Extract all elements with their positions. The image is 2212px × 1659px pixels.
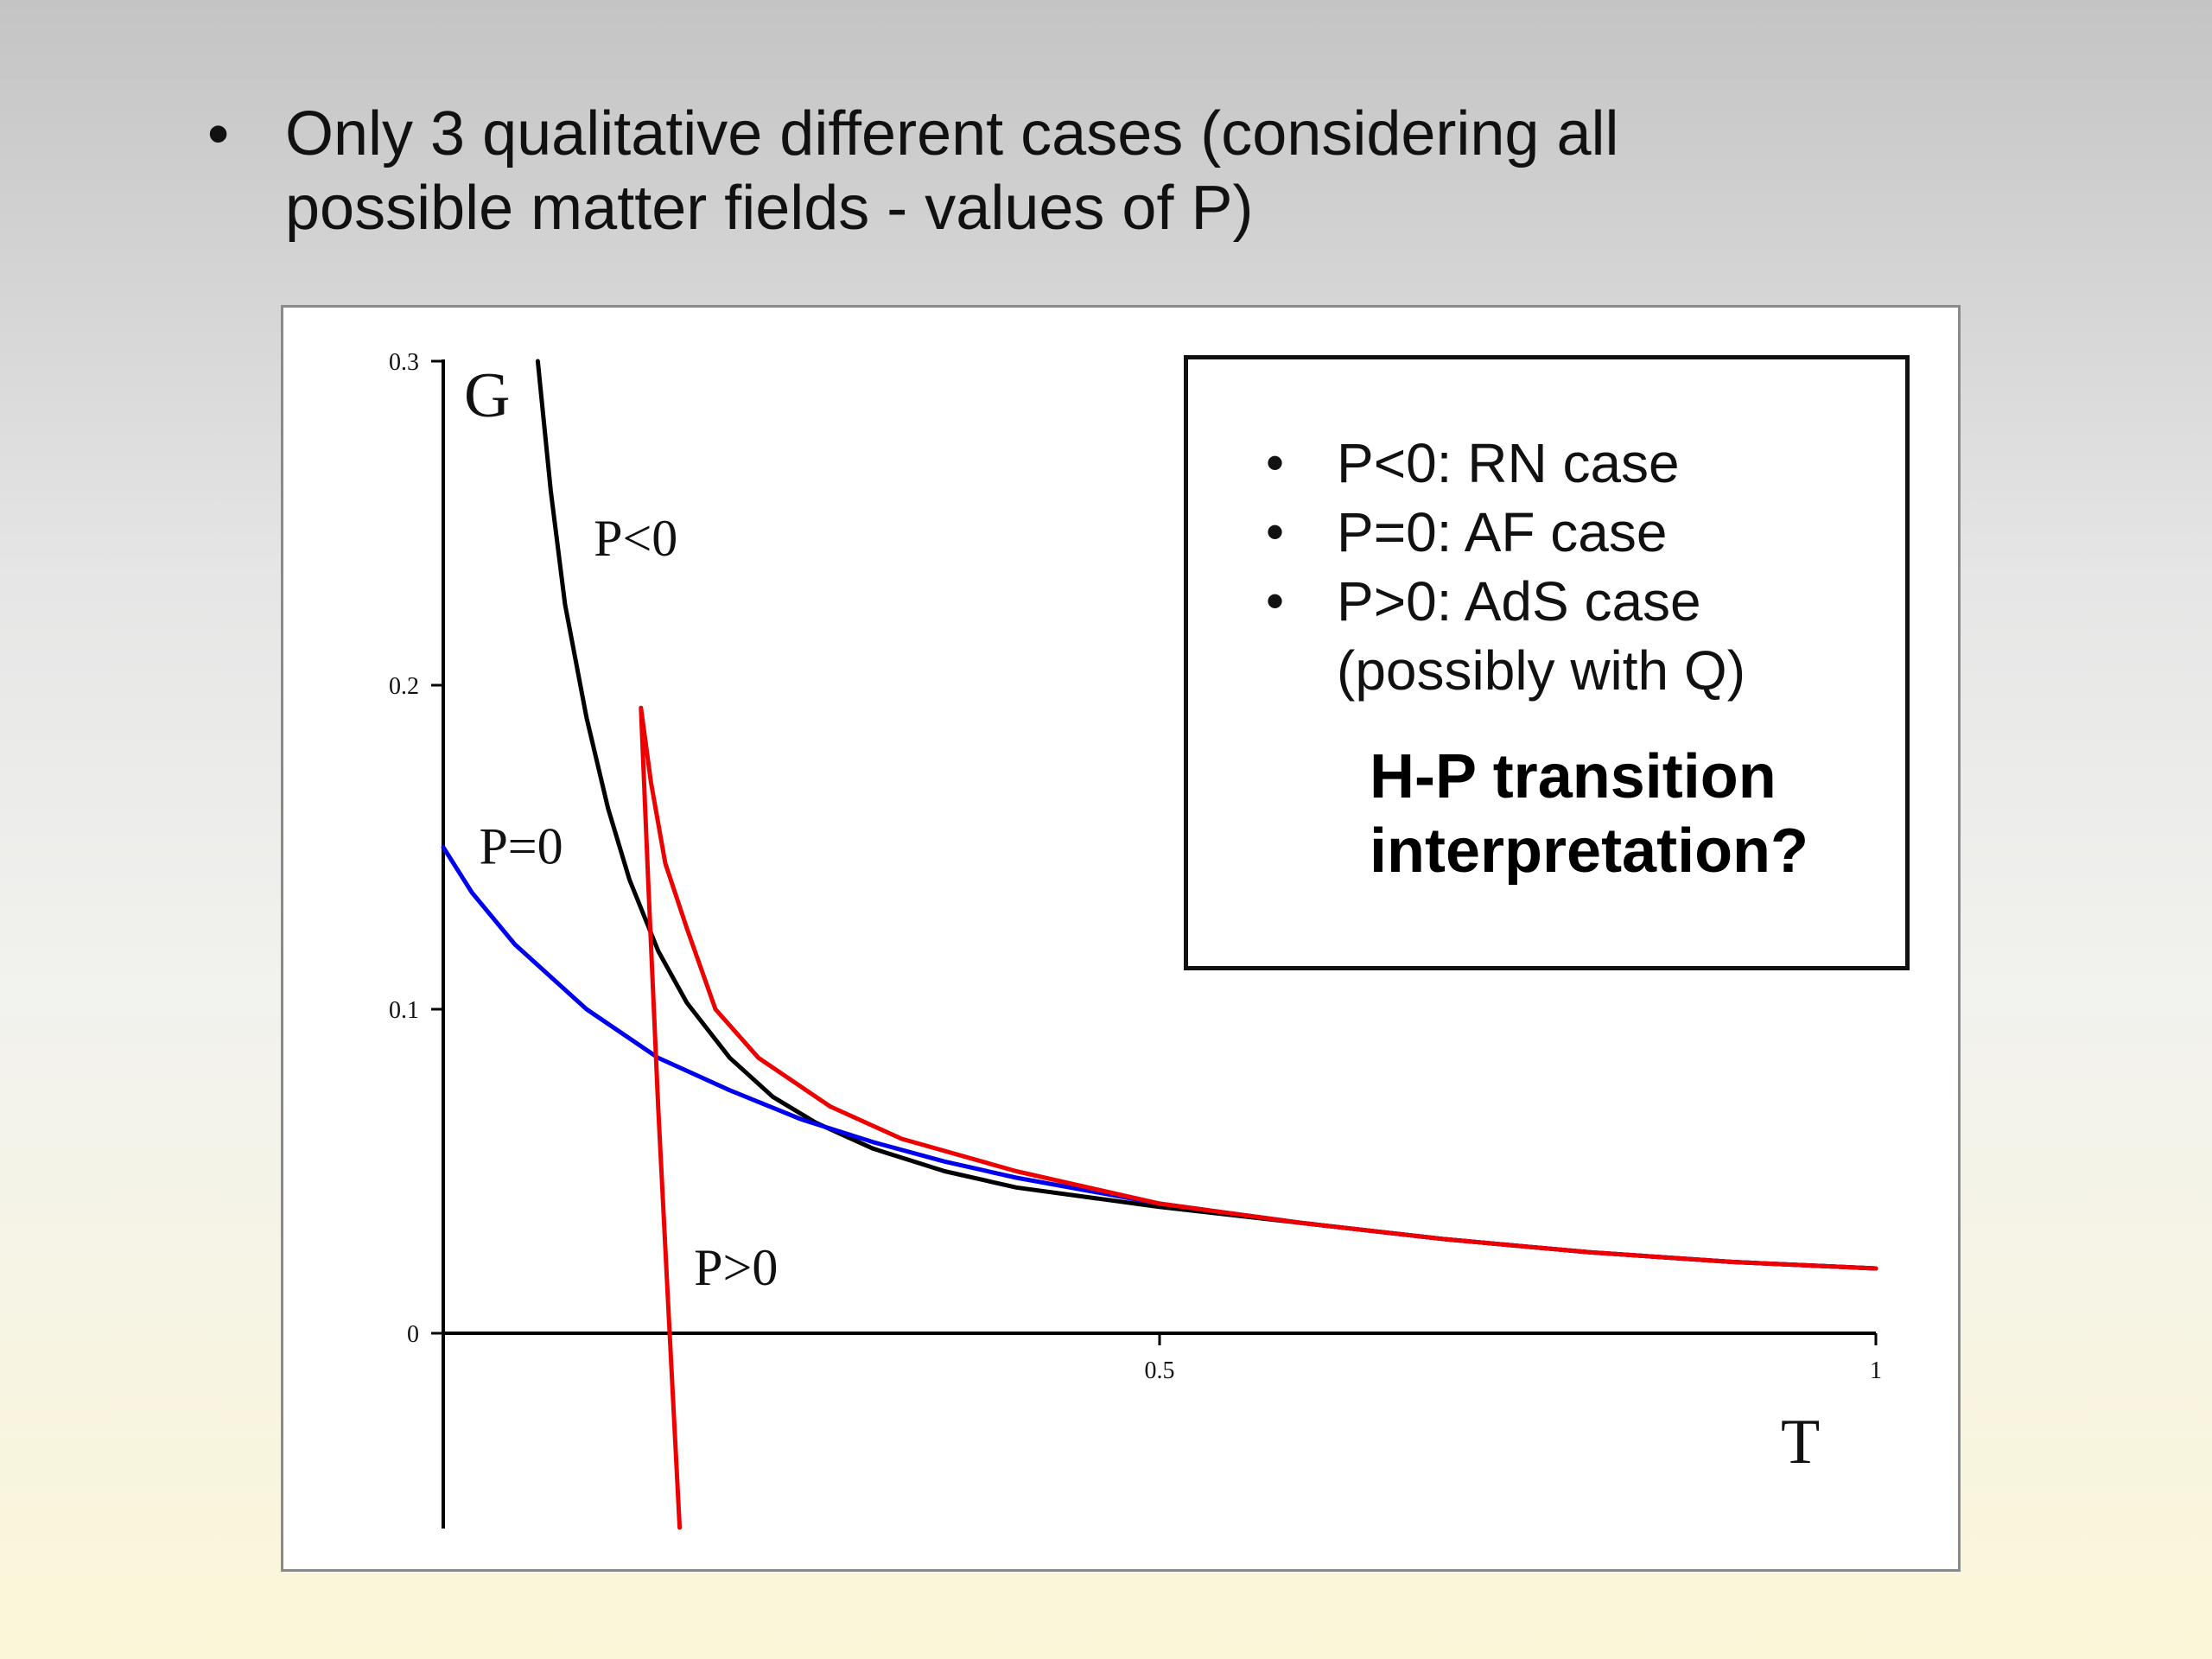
chart-frame: 0 0.1 0.2 0.3 0.5 1 G T P<0 P=0 P>0 • P<0: RN case… (281, 305, 1961, 1572)
x-axis-label: T (1781, 1407, 1820, 1478)
legend-subtext: (possibly with Q) (1337, 639, 1745, 702)
bullet-dot: • (207, 99, 230, 168)
bullet-row: • Only 3 qualitative different cases (co… (207, 97, 2108, 245)
x-tick-label: 0.5 (1145, 1357, 1175, 1384)
y-tick-label: 0 (407, 1321, 419, 1348)
y-tick-label: 0.1 (389, 997, 419, 1024)
legend-box: • P<0: RN case • P=0: AF case • P>0: AdS… (1184, 355, 1910, 970)
x-tick-label: 1 (1870, 1357, 1882, 1384)
legend-item-text: P>0: AdS case (1337, 570, 1701, 632)
series-label: P<0 (594, 510, 677, 567)
legend-bullet: • (1266, 434, 1285, 492)
series-label: P>0 (694, 1239, 778, 1296)
y-tick-label: 0.2 (389, 673, 419, 700)
legend-question: H-P transition interpretation? (1370, 742, 1809, 886)
chart-plot: 0 0.1 0.2 0.3 0.5 1 G T P<0 P=0 P>0 (389, 349, 1882, 1530)
legend-bullet: • (1266, 503, 1285, 561)
legend-list: • P<0: RN case • P=0: AF case • P>0: AdS… (1266, 429, 1888, 705)
legend-item-text: P<0: RN case (1337, 432, 1680, 494)
slide-header: • Only 3 qualitative different cases (co… (207, 97, 2108, 245)
series-line (639, 705, 1878, 1530)
legend-item: • P>0: AdS case (1266, 567, 1888, 636)
legend-item: • P=0: AF case (1266, 498, 1888, 567)
bullet-text: Only 3 qualitative different cases (cons… (285, 99, 1619, 243)
series-label: P=0 (479, 817, 563, 874)
legend-item-text: P=0: AF case (1337, 501, 1668, 563)
y-tick-label: 0.3 (389, 349, 419, 376)
legend-item: • P<0: RN case (1266, 429, 1888, 498)
y-axis-label: G (464, 360, 510, 431)
legend-bullet: • (1266, 572, 1285, 630)
